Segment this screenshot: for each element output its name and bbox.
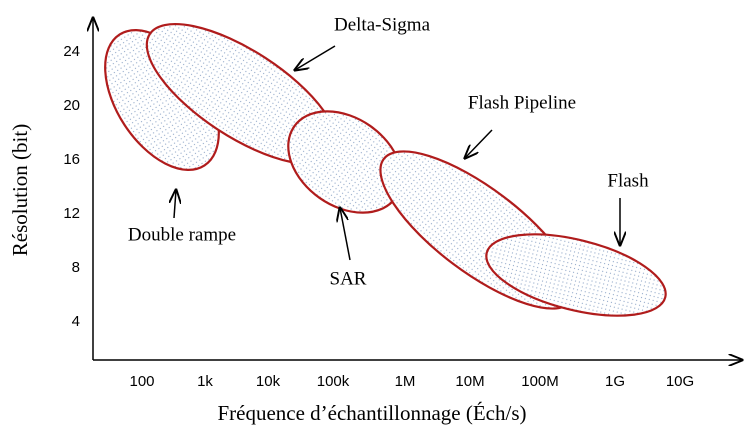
y-tick-label: 20	[63, 97, 80, 114]
region-label: Double rampe	[128, 224, 236, 245]
x-tick-label: 10G	[666, 373, 694, 390]
x-axis-title: Fréquence d’échantillonnage (Éch/s)	[217, 401, 526, 425]
y-tick-label: 16	[63, 151, 80, 168]
arrow	[174, 190, 176, 219]
x-tick-label: 100M	[521, 373, 559, 390]
x-tick-label: 1M	[395, 373, 416, 390]
y-tick-label: 8	[72, 259, 80, 276]
region-label: Flash Pipeline	[468, 92, 576, 113]
x-tick-label: 1G	[605, 373, 625, 390]
y-tick-label: 12	[63, 205, 80, 222]
arrow	[465, 129, 493, 158]
region	[485, 233, 667, 317]
x-tick-label: 1k	[197, 373, 213, 390]
region-label: SAR	[330, 268, 367, 289]
y-tick-label: 4	[72, 313, 80, 330]
y-tick-label: 24	[63, 43, 80, 60]
arrow	[340, 208, 351, 261]
x-tick-label: 10k	[256, 373, 281, 390]
x-tick-label: 10M	[455, 373, 484, 390]
x-tick-label: 100k	[317, 373, 350, 390]
x-tick-label: 100	[129, 373, 154, 390]
region-label: Flash	[607, 170, 649, 191]
region-label: Delta-Sigma	[334, 14, 431, 35]
arrow	[295, 45, 336, 70]
y-axis-title: Résolution (bit)	[8, 124, 32, 256]
